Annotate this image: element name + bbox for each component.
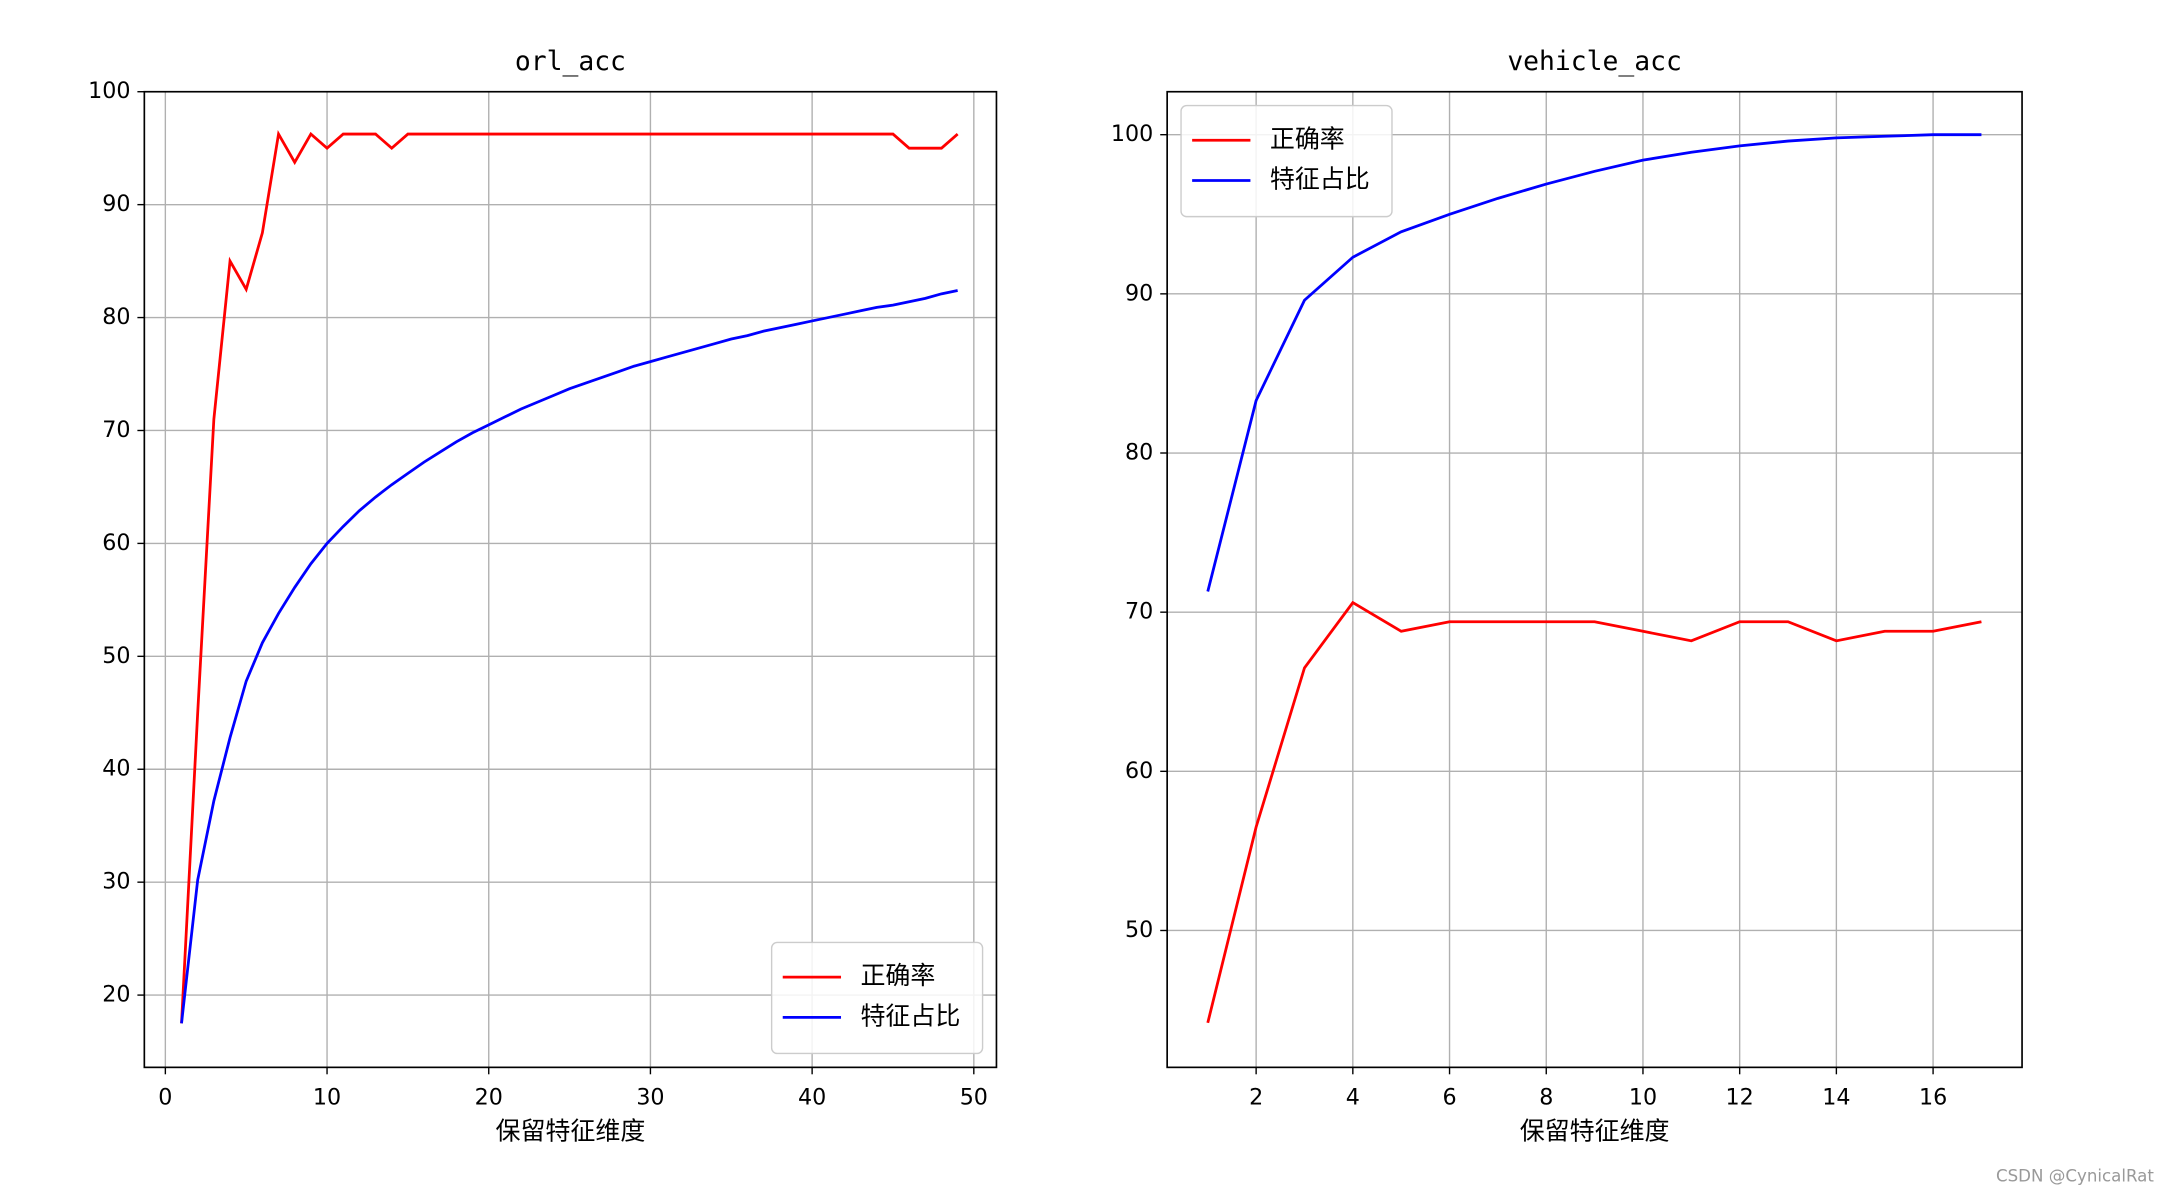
x-tick-label: 2 bbox=[1249, 1084, 1263, 1110]
x-tick-label: 16 bbox=[1919, 1084, 1947, 1110]
x-tick-label: 12 bbox=[1726, 1084, 1754, 1110]
y-tick-label: 30 bbox=[102, 869, 130, 895]
data-line bbox=[1206, 600, 1982, 1024]
x-tick-label: 6 bbox=[1442, 1084, 1456, 1110]
y-tick-label: 50 bbox=[102, 643, 130, 669]
y-tick-label: 40 bbox=[102, 756, 130, 782]
x-tick-label: 14 bbox=[1822, 1084, 1850, 1110]
y-tick-label: 60 bbox=[102, 530, 130, 556]
legend-label: 正确率 bbox=[860, 961, 935, 990]
plot-frame bbox=[143, 90, 998, 1069]
y-tick-label: 80 bbox=[102, 304, 130, 330]
x-axis-label: 保留特征维度 bbox=[495, 1117, 645, 1146]
legend-label: 正确率 bbox=[1270, 124, 1345, 153]
x-tick-label: 20 bbox=[475, 1084, 503, 1110]
legend-label: 特征占比 bbox=[1270, 165, 1370, 194]
x-tick-label: 10 bbox=[1629, 1084, 1657, 1110]
legend-label: 特征占比 bbox=[860, 1001, 960, 1030]
x-axis-label: 保留特征维度 bbox=[1520, 1117, 1670, 1146]
x-tick-label: 4 bbox=[1346, 1084, 1360, 1110]
chart-title: orl_acc bbox=[515, 47, 626, 77]
x-tick-label: 30 bbox=[636, 1084, 664, 1110]
subplot: orl_acc 0 10 20 30 40 50 20 30 40 50 60 70 80 90 100 保留特… bbox=[88, 47, 998, 1146]
x-tick-label: 50 bbox=[960, 1084, 988, 1110]
y-tick-label: 100 bbox=[1111, 121, 1153, 147]
subplot: vehicle_acc 2 4 6 8 10 12 14 16 50 60 70 80 90 100 保留特征… bbox=[1111, 47, 2023, 1146]
chart-title: vehicle_acc bbox=[1507, 47, 1682, 77]
legend-box bbox=[1180, 104, 1393, 218]
plot-frame bbox=[1166, 90, 2023, 1069]
x-tick-label: 10 bbox=[313, 1084, 341, 1110]
y-tick-label: 70 bbox=[1125, 599, 1153, 625]
data-line bbox=[1206, 133, 1982, 592]
y-tick-label: 70 bbox=[102, 417, 130, 443]
y-tick-label: 90 bbox=[102, 191, 130, 217]
y-tick-label: 100 bbox=[88, 78, 130, 104]
data-line bbox=[180, 129, 959, 1024]
data-line bbox=[180, 289, 958, 1024]
y-tick-label: 60 bbox=[1125, 758, 1153, 784]
x-tick-label: 40 bbox=[798, 1084, 826, 1110]
y-tick-label: 90 bbox=[1125, 280, 1153, 306]
x-tick-label: 0 bbox=[158, 1084, 172, 1110]
watermark: CSDN @CynicalRat bbox=[1996, 1166, 2154, 1185]
y-tick-label: 50 bbox=[1125, 917, 1153, 943]
y-tick-label: 20 bbox=[102, 982, 130, 1008]
x-tick-label: 8 bbox=[1539, 1084, 1553, 1110]
legend-box bbox=[770, 941, 984, 1055]
y-tick-label: 80 bbox=[1125, 440, 1153, 466]
